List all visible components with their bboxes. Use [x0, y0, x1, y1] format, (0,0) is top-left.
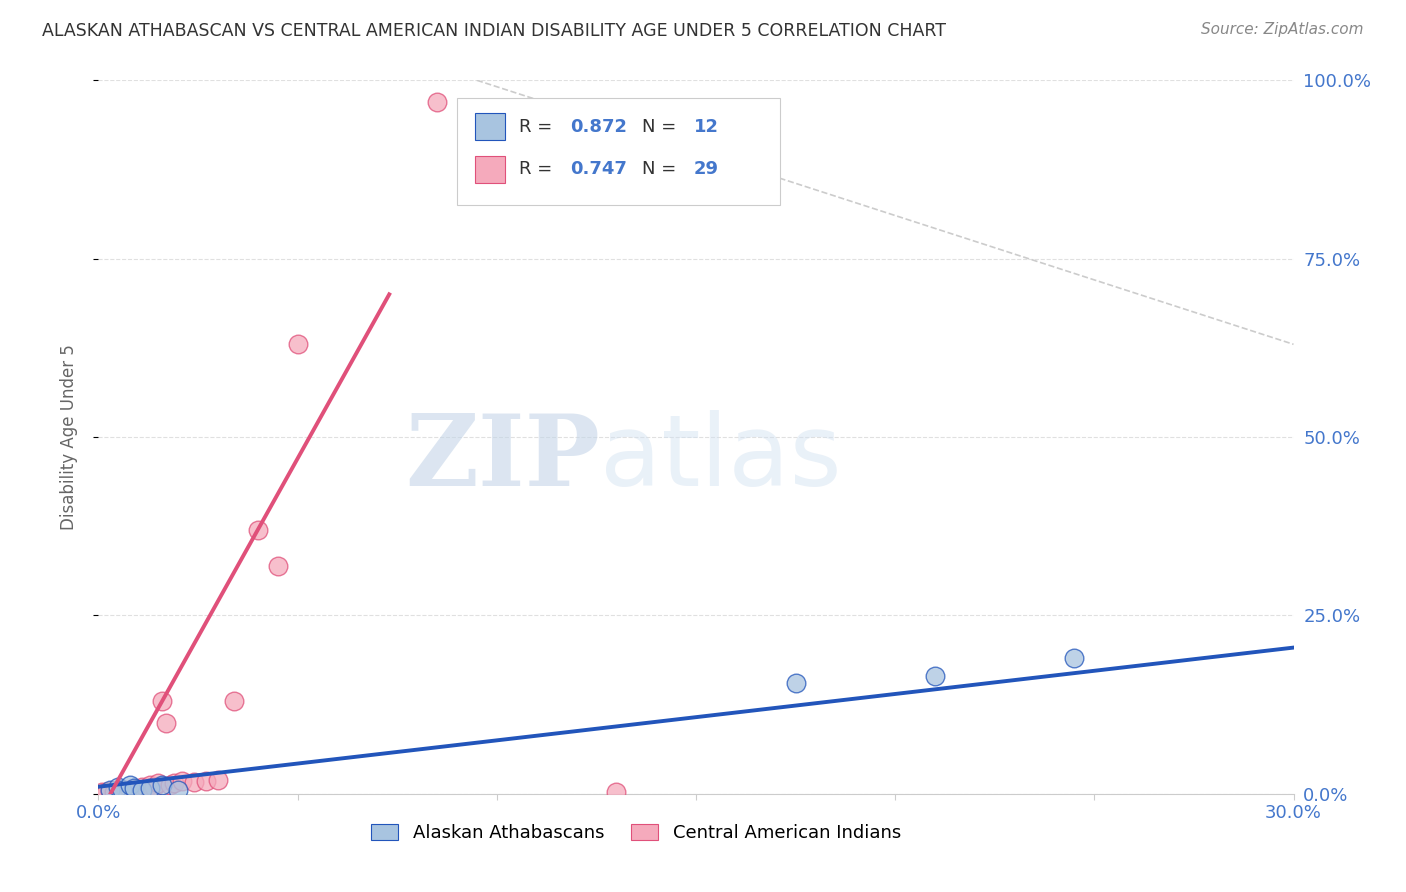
- Point: [115, 782, 138, 797]
- Point: [91, 785, 114, 799]
- Text: ALASKAN ATHABASCAN VS CENTRAL AMERICAN INDIAN DISABILITY AGE UNDER 5 CORRELATION: ALASKAN ATHABASCAN VS CENTRAL AMERICAN I…: [42, 22, 946, 40]
- Point: [124, 781, 146, 796]
- Point: [150, 694, 173, 708]
- Point: [183, 775, 205, 789]
- Text: N =: N =: [643, 161, 682, 178]
- Point: [111, 784, 134, 798]
- Point: [246, 523, 269, 537]
- Point: [139, 781, 162, 796]
- Text: 29: 29: [693, 161, 718, 178]
- Point: [195, 774, 218, 789]
- Point: [163, 776, 186, 790]
- Text: ZIP: ZIP: [405, 410, 600, 507]
- Point: [143, 780, 166, 794]
- Text: 12: 12: [693, 118, 718, 136]
- Point: [167, 783, 190, 797]
- FancyBboxPatch shape: [475, 113, 505, 140]
- Point: [107, 783, 129, 797]
- FancyBboxPatch shape: [475, 156, 505, 183]
- Point: [222, 694, 245, 708]
- Point: [131, 780, 153, 794]
- Text: R =: R =: [519, 161, 558, 178]
- Point: [96, 785, 118, 799]
- Point: [124, 781, 146, 796]
- Point: [120, 778, 142, 792]
- Text: 0.872: 0.872: [571, 118, 627, 136]
- Point: [1063, 651, 1085, 665]
- Point: [120, 783, 142, 797]
- Text: 0.747: 0.747: [571, 161, 627, 178]
- Point: [135, 781, 157, 796]
- Point: [150, 778, 173, 792]
- Text: atlas: atlas: [600, 410, 842, 507]
- Point: [98, 783, 122, 797]
- Point: [155, 715, 177, 730]
- Point: [111, 783, 134, 797]
- Point: [148, 776, 170, 790]
- Point: [207, 772, 229, 787]
- Point: [924, 669, 946, 683]
- Point: [426, 95, 449, 109]
- Point: [103, 785, 125, 799]
- Point: [172, 774, 194, 789]
- Text: Source: ZipAtlas.com: Source: ZipAtlas.com: [1201, 22, 1364, 37]
- Point: [605, 785, 627, 799]
- Y-axis label: Disability Age Under 5: Disability Age Under 5: [59, 344, 77, 530]
- Text: N =: N =: [643, 118, 682, 136]
- Point: [98, 784, 122, 798]
- Point: [785, 676, 807, 690]
- FancyBboxPatch shape: [457, 98, 780, 205]
- Point: [107, 780, 129, 794]
- Point: [159, 778, 181, 792]
- Point: [287, 337, 309, 351]
- Point: [127, 781, 149, 796]
- Point: [267, 558, 290, 573]
- Point: [131, 783, 153, 797]
- Point: [139, 778, 162, 792]
- Text: R =: R =: [519, 118, 558, 136]
- Legend: Alaskan Athabascans, Central American Indians: Alaskan Athabascans, Central American In…: [364, 816, 908, 849]
